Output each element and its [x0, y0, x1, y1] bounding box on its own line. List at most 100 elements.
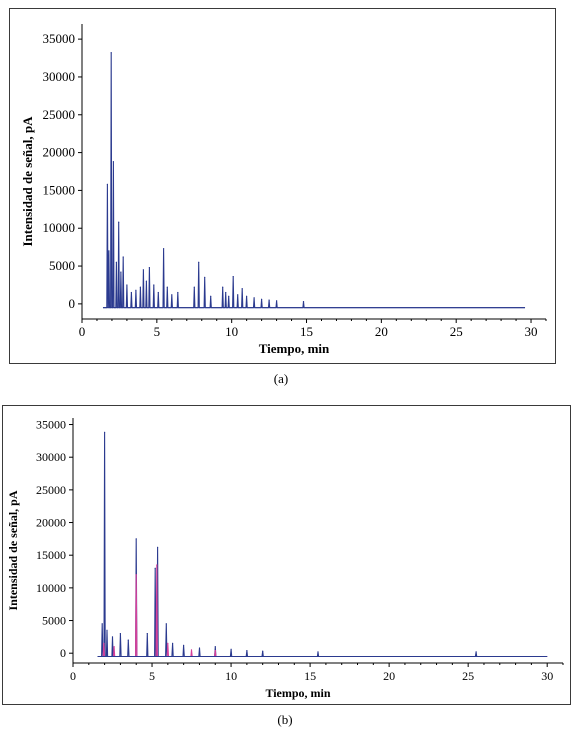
- peak-point: [165, 623, 167, 625]
- peak-point: [157, 546, 159, 548]
- x-tick-label: 25: [450, 324, 463, 339]
- x-tick-label: 25: [462, 669, 474, 683]
- peak-point: [103, 642, 105, 644]
- peak-point: [475, 651, 477, 653]
- chart-b-svg: 0 5000 10000 15000 20000 25000 30000 35000 0 5 10 1…: [6, 418, 564, 700]
- peak-point: [228, 295, 230, 297]
- peak-point: [167, 642, 169, 644]
- series-line-1: [97, 431, 548, 658]
- y-tick-label: 10000: [36, 581, 66, 595]
- y-tick-label: 10000: [43, 220, 76, 235]
- peak-point: [214, 646, 216, 648]
- peak-point: [246, 650, 248, 652]
- x-tick-label: 15: [304, 669, 316, 683]
- peak-point: [225, 291, 227, 294]
- peak-point: [268, 299, 270, 301]
- y-tick-label: 35000: [36, 418, 66, 432]
- peak-point: [253, 297, 255, 299]
- peak-point: [214, 650, 216, 652]
- x-tick-label: 30: [525, 324, 538, 339]
- peak-point: [142, 269, 144, 271]
- y-tick-label: 0: [60, 646, 66, 660]
- y-tick-label: 25000: [43, 107, 76, 122]
- peak-point: [190, 649, 193, 651]
- peak-point: [317, 651, 319, 653]
- peak-point: [183, 644, 185, 646]
- peak-point: [112, 161, 114, 163]
- chart-panel-b: 0 5000 10000 15000 20000 25000 30000 35000 0 5 10 1…: [2, 405, 571, 705]
- x-tick-label: 10: [225, 324, 238, 339]
- peak-point: [261, 298, 263, 300]
- chart-a-svg: 0 5000 10000 15000 20000 25000 30000 35000 0 5 10 1…: [20, 24, 547, 356]
- peak-point: [172, 642, 174, 644]
- peak-point: [204, 276, 206, 278]
- peak-point: [119, 633, 121, 635]
- peak-point: [113, 646, 115, 648]
- caption-a: (a): [273, 371, 289, 386]
- peak-point: [106, 183, 108, 185]
- peak-point: [148, 267, 150, 269]
- y-tick-label: 20000: [36, 516, 66, 530]
- y-tick-label: 5000: [42, 614, 66, 628]
- peak-point: [130, 291, 132, 294]
- peak-point: [237, 294, 239, 296]
- peak-point: [276, 300, 278, 302]
- y-tick-label: 30000: [36, 450, 66, 464]
- series-line-1: [103, 52, 525, 309]
- peak-point: [198, 647, 201, 649]
- y-tick-label: 15000: [43, 182, 76, 197]
- peak-point: [153, 284, 155, 286]
- y-tick-label: 15000: [36, 548, 66, 562]
- peak-point: [302, 301, 305, 303]
- peak-point: [193, 286, 195, 288]
- peak-point: [139, 286, 141, 288]
- peak-point: [232, 276, 234, 278]
- peak-point: [246, 295, 248, 297]
- x-tick-label: 20: [375, 324, 388, 339]
- chart-panel-a: 0 5000 10000 15000 20000 25000 30000 35000 0 5 10 1…: [9, 8, 556, 364]
- caption-b: (b): [277, 712, 293, 727]
- x-tick-label: 10: [225, 669, 237, 683]
- peak-point: [154, 567, 156, 569]
- peak-point: [230, 648, 232, 650]
- x-tick-label: 5: [149, 669, 155, 683]
- y-tick-label: 35000: [43, 31, 76, 46]
- peak-point: [241, 288, 243, 290]
- peak-point: [171, 294, 173, 296]
- x-tick-label: 20: [383, 669, 395, 683]
- peak-point: [110, 52, 112, 54]
- y-axis-label: Intensidad de señal, pA: [6, 490, 20, 610]
- x-tick-label: 15: [300, 324, 313, 339]
- y-axis-label: Intensidad de señal, pA: [20, 116, 35, 247]
- peak-point: [157, 291, 159, 294]
- peak-point: [101, 623, 103, 625]
- peak-point: [126, 284, 128, 286]
- peak-point: [163, 248, 165, 250]
- peak-point: [104, 431, 106, 433]
- x-axis-label: Tiempo, min: [265, 686, 330, 700]
- x-axis-label: Tiempo, min: [259, 341, 330, 356]
- peak-point: [135, 574, 137, 576]
- peak-point: [122, 256, 124, 258]
- peak-point: [135, 289, 137, 291]
- peak-point: [127, 639, 129, 641]
- peak-point: [210, 295, 212, 297]
- peak-point: [120, 271, 122, 273]
- peak-point: [198, 261, 200, 263]
- y-tick-label: 25000: [36, 483, 66, 497]
- y-tick-label: 30000: [43, 69, 76, 84]
- peak-point: [262, 650, 264, 652]
- x-tick-label: 5: [154, 324, 161, 339]
- peak-point: [222, 286, 224, 288]
- x-tick-label: 0: [79, 324, 86, 339]
- peak-point: [177, 291, 179, 294]
- peak-point: [135, 538, 137, 540]
- peak-point: [118, 221, 120, 223]
- x-tick-label: 0: [70, 669, 76, 683]
- peak-point: [108, 250, 110, 252]
- x-tick-label: 30: [541, 669, 553, 683]
- peak-point: [156, 564, 158, 566]
- peak-point: [146, 633, 148, 635]
- y-tick-label: 20000: [43, 145, 76, 160]
- peak-point: [106, 629, 108, 631]
